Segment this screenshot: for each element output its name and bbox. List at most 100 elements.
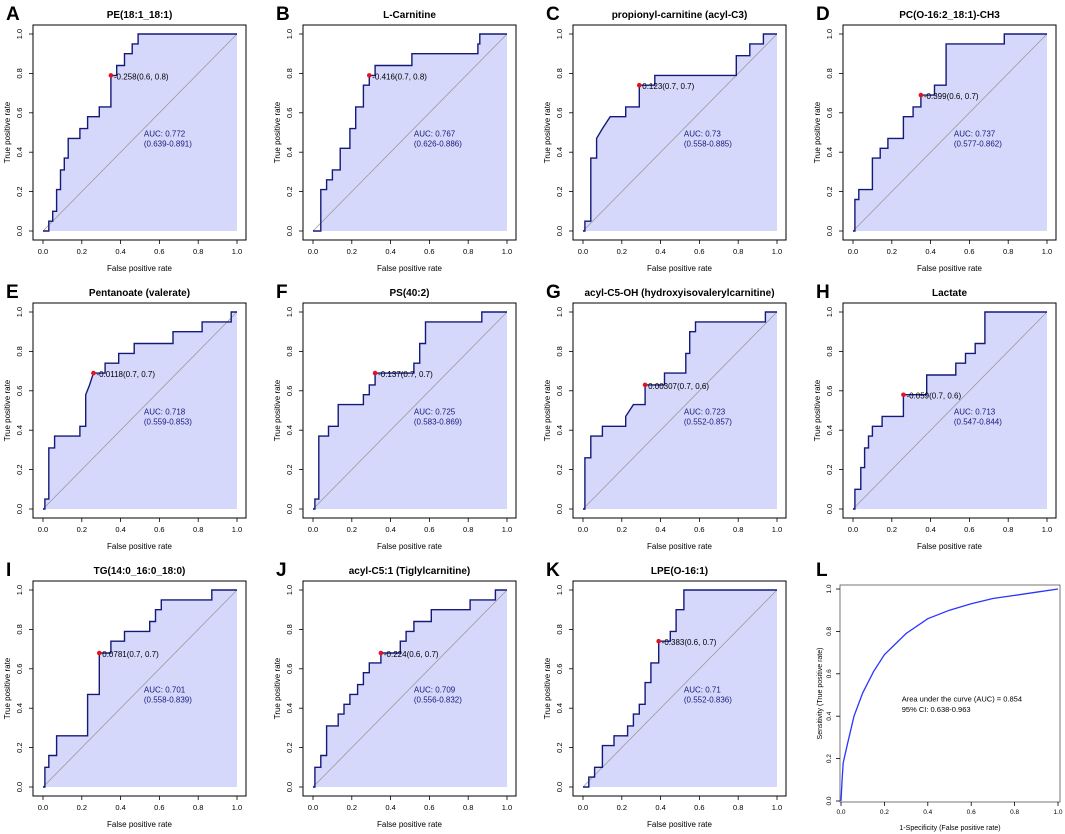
x-tick-label: 0.6 bbox=[964, 525, 974, 534]
x-tick-label: 0.2 bbox=[880, 809, 889, 816]
auc-label: AUC: 0.73 bbox=[684, 129, 721, 138]
auc-ci-label: (0.552-0.857) bbox=[684, 417, 732, 426]
x-axis-label: False positive rate bbox=[377, 264, 442, 273]
y-tick-label: 0.4 bbox=[285, 425, 294, 435]
auc-label: AUC: 0.713 bbox=[954, 407, 996, 416]
y-tick-label: 0.4 bbox=[555, 147, 564, 157]
y-axis-label: True positive rate bbox=[813, 101, 822, 163]
x-tick-label: 0.8 bbox=[1010, 809, 1019, 816]
chart-title: acyl-C5-OH (hydroxyisovalerylcarnitine) bbox=[584, 288, 774, 299]
y-tick-label: 0.2 bbox=[285, 186, 294, 196]
y-axis-label: True positive rate bbox=[3, 657, 12, 719]
panel-letter-A: A bbox=[6, 4, 20, 25]
panel-F: F PS(40:2) 0.0 0.2 0.4 0.6 0.8 1.0 0.0 0.2 0.4 0.6 0… bbox=[273, 282, 517, 551]
panel-letter-G: G bbox=[546, 282, 561, 303]
y-tick-label: 0.8 bbox=[825, 346, 834, 356]
panel-I: I TG(14:0_16:0_18:0) 0.0 0.2 0.4 0.6 0.8 1.0 0.0… bbox=[3, 560, 247, 829]
x-tick-label: 1.0 bbox=[502, 525, 512, 534]
y-tick-label: 0.2 bbox=[826, 754, 833, 763]
y-tick-label: 1.0 bbox=[555, 585, 564, 595]
y-tick-label: 1.0 bbox=[555, 307, 564, 317]
y-tick-label: 0.4 bbox=[825, 147, 834, 157]
cutoff-point bbox=[642, 382, 648, 388]
x-axis-label: False positive rate bbox=[377, 542, 442, 551]
y-axis-label: True positive rate bbox=[273, 379, 282, 441]
y-tick-label: 0.4 bbox=[285, 703, 294, 713]
cutoff-label: 0.00307(0.7, 0.6) bbox=[648, 382, 709, 391]
auc-label: AUC: 0.701 bbox=[144, 685, 186, 694]
cutoff-label: -0.224(0.6, 0.7) bbox=[384, 650, 439, 659]
x-tick-label: 0.0 bbox=[308, 525, 318, 534]
plot-frame bbox=[32, 580, 247, 797]
auc-label: AUC: 0.718 bbox=[144, 407, 186, 416]
plot-frame bbox=[302, 580, 517, 797]
auc-ci-label: (0.558-0.885) bbox=[684, 139, 732, 148]
roc-curve bbox=[43, 33, 237, 232]
diagonal-reference-line bbox=[582, 311, 778, 510]
roc-curve bbox=[43, 311, 237, 510]
y-tick-label: 0.8 bbox=[826, 627, 833, 636]
y-tick-label: 0.6 bbox=[555, 108, 564, 118]
x-tick-label: 0.4 bbox=[385, 247, 395, 256]
y-tick-label: 0.0 bbox=[15, 782, 24, 792]
y-tick-label: 0.4 bbox=[555, 703, 564, 713]
chart-title: LPE(O-16:1) bbox=[651, 566, 708, 577]
y-tick-label: 0.0 bbox=[825, 226, 834, 236]
cutoff-point bbox=[901, 392, 906, 398]
plot-frame bbox=[302, 302, 517, 519]
x-tick-label: 0.4 bbox=[115, 803, 125, 812]
panel-letter-L: L bbox=[816, 560, 828, 581]
auc-ci-label: (0.583-0.869) bbox=[414, 417, 462, 426]
y-tick-label: 1.0 bbox=[285, 307, 294, 317]
panel-K: K LPE(O-16:1) 0.0 0.2 0.4 0.6 0.8 1.0 0.0 0.2 0.4 0… bbox=[543, 560, 787, 829]
y-tick-label: 0.4 bbox=[825, 425, 834, 435]
y-axis-label: True positive rate bbox=[543, 379, 552, 441]
x-tick-label: 1.0 bbox=[1042, 247, 1052, 256]
y-tick-label: 0.2 bbox=[15, 186, 24, 196]
cutoff-point bbox=[372, 370, 378, 376]
y-tick-label: 0.4 bbox=[15, 147, 24, 157]
cutoff-label: -0.416(0.7, 0.8) bbox=[372, 72, 427, 81]
roc-curve bbox=[853, 311, 1047, 510]
plot-frame bbox=[572, 24, 787, 241]
panel-letter-I: I bbox=[6, 560, 11, 581]
y-tick-label: 1.0 bbox=[826, 584, 833, 593]
x-axis-label: False positive rate bbox=[377, 820, 442, 829]
y-tick-label: 0.4 bbox=[15, 425, 24, 435]
y-tick-label: 1.0 bbox=[15, 29, 24, 39]
auc-ci-label: (0.547-0.844) bbox=[954, 417, 1002, 426]
x-tick-label: 1.0 bbox=[1042, 525, 1052, 534]
roc-curve bbox=[840, 588, 1059, 802]
panel-L: L 0.0 0.2 0.4 0.6 0.8 1.0 0.0 0.2 0.4 0.6 0.8 1.0 1-S… bbox=[816, 560, 1063, 832]
panel-letter-F: F bbox=[276, 282, 288, 303]
y-tick-label: 0.8 bbox=[15, 624, 24, 634]
y-axis-label: True positive rate bbox=[543, 657, 552, 719]
y-tick-label: 0.2 bbox=[15, 742, 24, 752]
y-tick-label: 0.8 bbox=[825, 68, 834, 78]
roc-curve bbox=[313, 311, 507, 510]
panel-letter-E: E bbox=[6, 282, 19, 303]
roc-curve bbox=[43, 589, 237, 788]
diagonal-reference-line bbox=[42, 33, 238, 232]
roc-curve bbox=[853, 33, 1047, 232]
plot-frame bbox=[32, 24, 247, 241]
y-tick-label: 1.0 bbox=[285, 585, 294, 595]
x-tick-label: 0.0 bbox=[848, 247, 858, 256]
y-tick-label: 0.0 bbox=[15, 226, 24, 236]
cutoff-point bbox=[656, 638, 661, 644]
y-tick-label: 0.6 bbox=[15, 664, 24, 674]
cutoff-label: -0.059(0.7, 0.6) bbox=[906, 392, 961, 401]
panel-letter-K: K bbox=[546, 560, 560, 581]
x-tick-label: 0.2 bbox=[617, 803, 627, 812]
cutoff-label: -0.137(0.7, 0.7) bbox=[378, 370, 433, 379]
auc-ci-label: (0.556-0.832) bbox=[414, 695, 462, 704]
x-tick-label: 0.8 bbox=[463, 803, 473, 812]
plot-frame bbox=[842, 24, 1057, 241]
chart-title: acyl-C5:1 (Tiglylcarnitine) bbox=[349, 566, 471, 577]
y-tick-label: 0.0 bbox=[825, 504, 834, 514]
diagonal-reference-line bbox=[312, 311, 508, 510]
x-tick-label: 0.0 bbox=[578, 525, 588, 534]
x-tick-label: 0.2 bbox=[77, 803, 87, 812]
y-axis-label: True positive rate bbox=[273, 657, 282, 719]
x-tick-label: 0.6 bbox=[154, 803, 164, 812]
